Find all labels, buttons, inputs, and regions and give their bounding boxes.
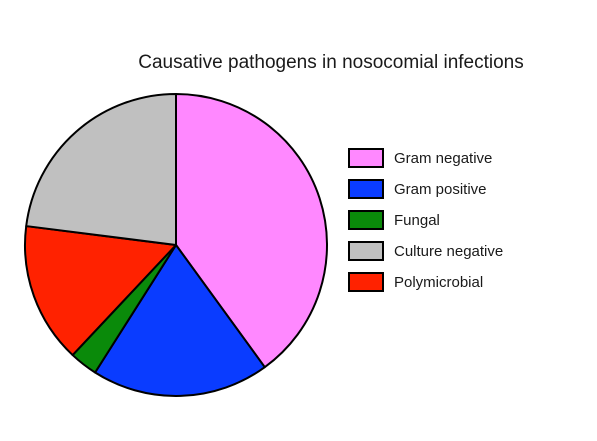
pie-slice-culture-negative [25,93,177,246]
legend-swatch-fungal [348,210,384,230]
pie-slice-polymicrobial [24,225,177,357]
legend-label-culture-negative: Culture negative [394,243,503,260]
pie-slices [24,93,328,397]
legend: Gram negative Gram positive Fungal Culture … [348,148,503,292]
pie-slice-gram-positive [94,244,266,397]
legend-label-gram-negative: Gram negative [394,150,492,167]
legend-label-fungal: Fungal [394,212,440,229]
legend-label-polymicrobial: Polymicrobial [394,274,483,291]
chart-title: Causative pathogens in nosocomial infect… [138,52,524,73]
legend-swatch-gram-positive [348,179,384,199]
legend-swatch-polymicrobial [348,272,384,292]
legend-label-gram-positive: Gram positive [394,181,487,198]
legend-swatch-gram-negative [348,148,384,168]
pie-slice-gram-negative [175,93,328,369]
legend-swatch-culture-negative [348,241,384,261]
